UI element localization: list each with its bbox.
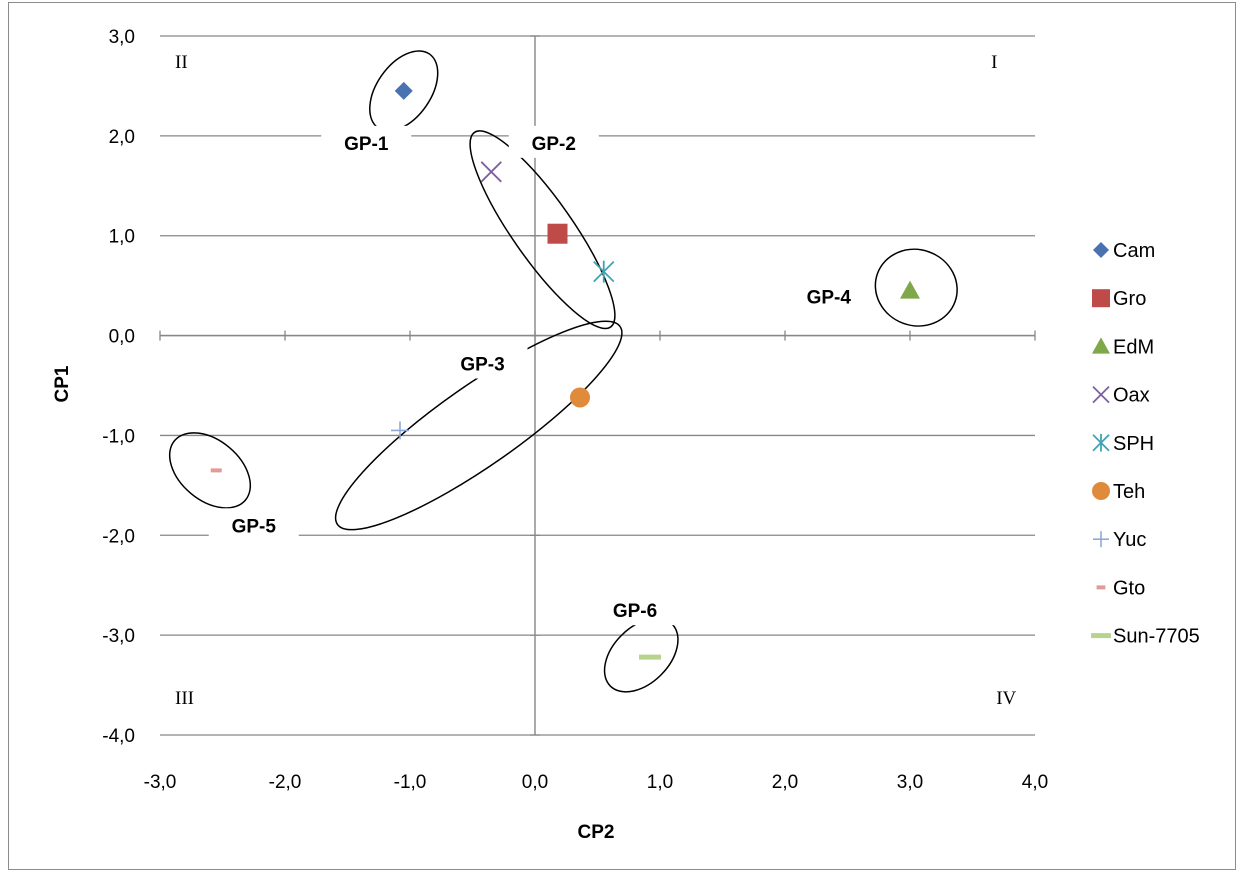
legend-marker-gro [1092,289,1110,308]
marker-square [1092,289,1110,308]
marker-dash [210,468,222,473]
data-point-gro [547,223,568,244]
legend-marker-cam [1093,242,1109,258]
x-tick-label: 2,0 [772,772,798,793]
group-label: GP-5 [232,516,277,537]
marker-circle [1092,482,1110,500]
data-point-sph [593,260,615,283]
group-ellipse [874,248,958,327]
legend-label: Yuc [1113,529,1146,551]
y-axis-title: CP1 [52,365,73,402]
y-tick-label: 0,0 [109,327,135,348]
y-tick-label: -3,0 [102,626,135,647]
group-label: GP-4 [807,288,852,309]
x-tick-label: -2,0 [269,772,302,793]
legend-marker-gto [1096,585,1106,590]
tick-labels: 3,0 2,0 1,0 0,0 -1,0 -2,0 -3,0 -4,0 -3,0 -2,0 -1,0… [102,27,1048,793]
legend: Cam Gro EdM Oax SPH Teh Yuc Gto Sun-7705 [1091,240,1200,648]
legend-label: EdM [1113,336,1154,358]
marker-x-b [480,161,502,183]
group-labels: GP-1 GP-2 GP-3 GP-4 GP-5 GP-6 [208,125,874,626]
legend-label: Sun-7705 [1113,626,1200,648]
legend-label: Gro [1113,288,1146,310]
data-point-sun-7705 [639,654,661,660]
marker-x-b [1092,385,1110,404]
x-tick-label: 3,0 [897,772,923,793]
legend-marker-yuc [1093,531,1109,548]
x-tick-label: -3,0 [144,772,177,793]
group-label: GP-1 [344,134,389,155]
marker-square [547,223,568,244]
legend-marker-edm [1092,337,1110,354]
legend-label: Cam [1113,240,1155,262]
y-tick-label: -4,0 [102,726,135,747]
group-label: GP-3 [460,355,504,376]
data-points [210,81,920,660]
legend-label: Gto [1113,577,1145,599]
x-tick-label: -1,0 [394,772,427,793]
group-ellipse [469,130,616,330]
x-axis-title: CP2 [578,822,615,843]
data-point-teh [570,387,590,408]
x-tick-label: 4,0 [1022,772,1048,793]
legend-label: Teh [1113,481,1145,503]
quadrant-label: IV [996,688,1016,709]
marker-triangle [1092,337,1110,354]
marker-diamond [394,81,413,100]
marker-triangle [900,280,920,299]
data-point-yuc [391,421,409,440]
marker-diamond [1093,242,1109,258]
group-label: GP-6 [613,601,657,622]
grid-lines [160,35,1035,736]
marker-dash [1096,585,1106,590]
group-label: GP-2 [532,134,576,155]
legend-marker-teh [1092,482,1110,500]
group-label-bg [783,279,874,312]
group-ellipse [334,320,623,531]
group-label-bg [590,593,680,626]
x-tick-label: 1,0 [647,772,673,793]
y-tick-label: 2,0 [109,127,135,148]
y-tick-label: -2,0 [102,526,135,547]
data-point-oax [480,161,502,183]
group-ellipse [168,432,252,509]
legend-label: Oax [1113,385,1150,407]
y-tick-label: -1,0 [102,426,135,447]
legend-marker-sph [1092,434,1110,452]
legend-label: SPH [1113,433,1154,455]
group-label-bg [508,125,599,158]
legend-marker-sun-7705 [1091,633,1111,639]
quadrant-label: I [991,52,997,73]
quadrant-label: III [175,688,194,709]
y-tick-label: 1,0 [109,227,135,248]
marker-bar [1091,633,1111,639]
x-tick-label: 0,0 [522,772,548,793]
y-tick-label: 3,0 [109,27,135,48]
quadrant-label: II [175,52,188,73]
group-label-bg [321,125,412,158]
group-label-bg [437,346,528,379]
data-point-cam [394,81,413,100]
marker-bar [639,654,661,660]
legend-marker-oax [1092,385,1110,404]
data-point-gto [210,468,222,473]
marker-circle [570,387,590,408]
group-label-bg [208,508,299,541]
data-point-edm [900,280,920,299]
